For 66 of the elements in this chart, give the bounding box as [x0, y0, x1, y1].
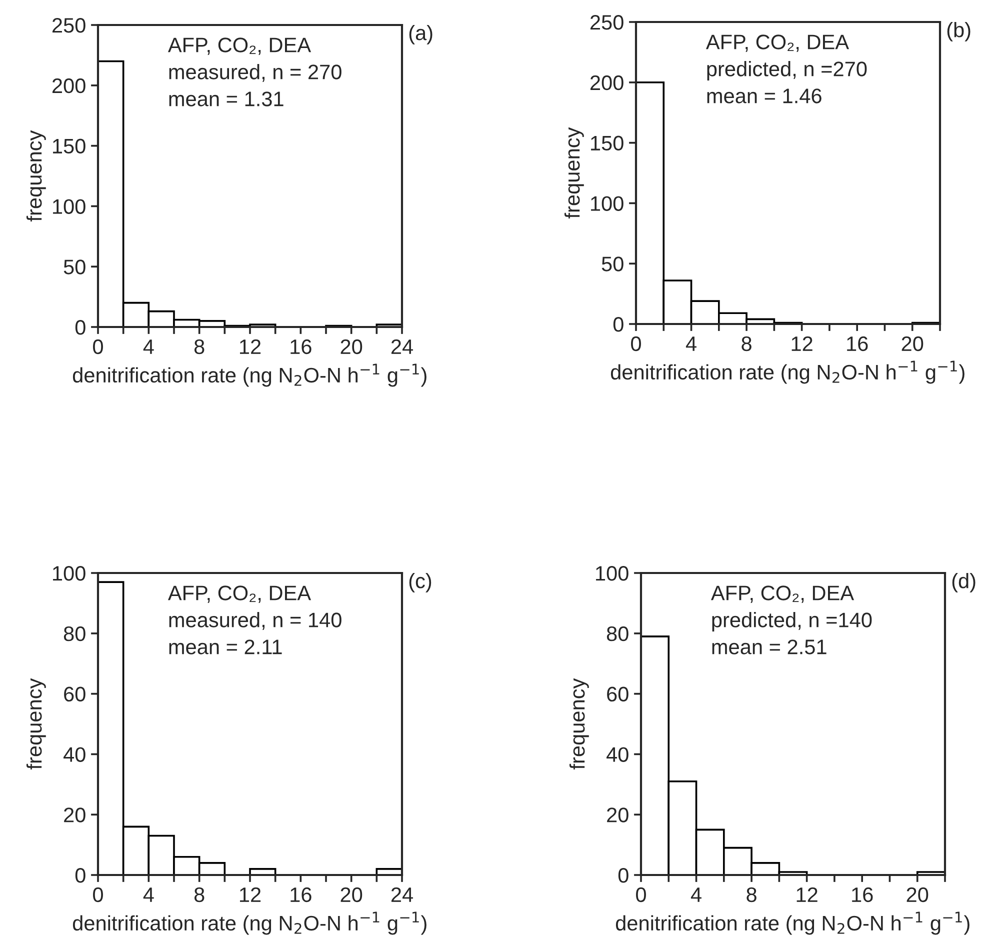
annotation: AFP, CO₂, DEA measured, n = 140 mean = 2.11 [168, 586, 342, 654]
chart-title: (d) [952, 573, 976, 592]
y-tick-label: 20 [607, 808, 628, 822]
x-tick-label: 0 [631, 336, 641, 352]
x-axis-title: denitrification rate (ng N$_{2}$O-N h$^{−1}$ g$^{−1}$) [72, 364, 426, 387]
x-tick-label: 8 [746, 887, 756, 902]
y-tick-label: 0 [75, 320, 86, 335]
y-tick-label: 80 [606, 626, 628, 642]
y-tick-label: 100 [591, 196, 624, 211]
y-tick-label: 100 [53, 199, 86, 214]
y-tick-label: 40 [606, 747, 628, 762]
annotation: AFP, CO₂, DEA measured, n = 270 mean = 1.31 [168, 38, 342, 106]
y-tick-label: 40 [64, 747, 86, 762]
y-tick-label: 0 [75, 868, 86, 883]
y-tick-label: 250 [52, 18, 86, 33]
x-tick-label: 20 [340, 887, 362, 902]
x-tick-label: 16 [290, 887, 312, 902]
x-tick-label: 16 [852, 887, 873, 902]
y-tick-label: 200 [52, 78, 86, 94]
x-tick-label: 4 [686, 336, 696, 351]
x-tick-label: 8 [194, 339, 204, 354]
chart-title: (c) [409, 573, 432, 592]
x-tick-label: 12 [796, 887, 818, 902]
x-tick-label: 16 [290, 339, 312, 354]
x-tick-label: 16 [847, 336, 868, 352]
y-tick-label: 0 [613, 317, 624, 332]
x-tick-label: 20 [902, 336, 924, 352]
y-axis-title: frequency [26, 678, 46, 770]
y-tick-label: 150 [53, 138, 86, 154]
y-tick-label: 200 [590, 75, 624, 90]
x-tick-label: 0 [93, 887, 103, 902]
x-tick-label: 24 [391, 887, 413, 902]
x-axis-title: denitrification rate (ng N$_{2}$O-N h$^{−1}$ g$^{−1}$) [610, 360, 964, 384]
y-axis-title: frequency [569, 678, 589, 770]
y-tick-label: 100 [596, 566, 628, 581]
y-tick-label: 100 [53, 566, 86, 581]
x-tick-label: 4 [143, 888, 154, 902]
y-tick-label: 50 [602, 256, 624, 272]
y-tick-label: 50 [64, 260, 86, 274]
y-tick-label: 60 [64, 686, 86, 702]
y-tick-label: 250 [590, 15, 624, 30]
x-tick-label: 20 [340, 339, 362, 354]
x-tick-label: 12 [792, 336, 812, 351]
annotation: AFP, CO₂, DEA predicted, n =140 mean = 2.51 [710, 586, 872, 654]
x-tick-label: 12 [240, 887, 261, 902]
x-tick-label: 12 [240, 339, 261, 354]
y-axis-title: frequency [26, 130, 46, 222]
x-tick-label: 0 [93, 339, 103, 354]
y-tick-label: 150 [591, 136, 624, 151]
x-tick-label: 8 [194, 887, 204, 902]
x-tick-label: 24 [391, 339, 413, 354]
x-tick-label: 4 [690, 888, 702, 902]
x-tick-label: 20 [906, 887, 928, 902]
x-tick-label: 0 [636, 887, 646, 902]
y-tick-label: 0 [618, 868, 628, 883]
chart-title: (a) [409, 25, 432, 44]
x-axis-title: denitrification rate (ng N$_{2}$O-N h$^{−1}$ g$^{−1}$) [616, 912, 970, 935]
x-tick-label: 8 [742, 336, 752, 352]
y-tick-label: 80 [64, 626, 86, 642]
y-tick-label: 20 [64, 808, 86, 822]
x-tick-label: 4 [143, 340, 154, 354]
x-axis-title: denitrification rate (ng N$_{2}$O-N h$^{−1}$ g$^{−1}$) [72, 912, 426, 935]
annotation: AFP, CO₂, DEA predicted, n =270 mean = 1.46 [706, 34, 867, 104]
chart-title: (b) [947, 22, 970, 42]
y-axis-title: frequency [564, 127, 584, 218]
y-tick-label: 60 [607, 686, 628, 702]
